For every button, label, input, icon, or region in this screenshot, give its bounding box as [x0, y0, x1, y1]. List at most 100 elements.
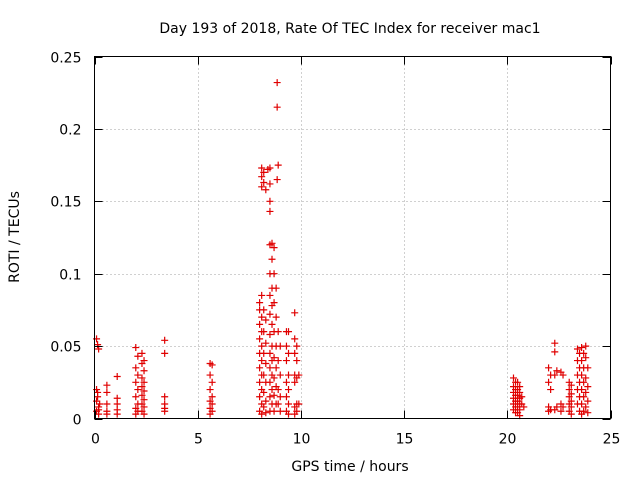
data-points [93, 79, 592, 420]
data-point [578, 371, 586, 379]
data-point [578, 400, 586, 408]
data-point [258, 291, 266, 299]
data-point [545, 378, 553, 386]
data-point [260, 388, 268, 396]
data-point [208, 400, 216, 408]
data-point [270, 354, 278, 362]
data-point [94, 388, 102, 396]
data-point [270, 374, 278, 382]
data-point [268, 255, 276, 263]
data-point [584, 383, 592, 391]
y-tick-label: 0.25 [50, 51, 81, 67]
data-point [260, 328, 268, 336]
data-point [559, 371, 567, 379]
data-point [266, 364, 274, 372]
data-point [273, 79, 281, 87]
data-point [258, 164, 266, 172]
data-point [140, 367, 148, 375]
x-tick-label: 25 [603, 432, 621, 448]
data-point [272, 364, 280, 372]
x-tick-label: 0 [91, 432, 100, 448]
x-tick-label: 10 [293, 432, 311, 448]
data-point [291, 309, 299, 317]
data-point [266, 241, 274, 249]
data-point [262, 316, 270, 324]
data-point [270, 244, 278, 252]
data-point [138, 383, 146, 391]
data-point [551, 339, 559, 347]
data-point [206, 410, 214, 418]
data-point [584, 397, 592, 405]
chart-title: Day 193 of 2018, Rate Of TEC Index for r… [159, 21, 540, 37]
axis-ticks [94, 56, 612, 420]
data-point [138, 374, 146, 382]
data-point [270, 299, 278, 307]
data-point [260, 349, 268, 357]
data-point [268, 386, 276, 394]
data-point [208, 361, 216, 369]
data-point [551, 406, 559, 414]
data-point [553, 367, 561, 375]
data-point [285, 386, 293, 394]
y-tick-label: 0.1 [59, 268, 81, 284]
data-point [567, 410, 575, 418]
data-point [256, 364, 264, 372]
data-point [103, 400, 111, 408]
data-point [580, 349, 588, 357]
data-point [260, 306, 268, 314]
data-point [260, 178, 268, 186]
data-point [258, 183, 266, 191]
data-point [274, 386, 282, 394]
data-point [260, 168, 268, 176]
data-point [274, 161, 282, 169]
data-point [274, 328, 282, 336]
data-point [285, 371, 293, 379]
data-point [516, 412, 524, 420]
data-point [161, 393, 169, 401]
data-point [161, 349, 169, 357]
data-point [291, 349, 299, 357]
data-point [268, 320, 276, 328]
data-point [573, 345, 581, 353]
data-point [266, 349, 274, 357]
data-point [258, 313, 266, 321]
data-point [520, 403, 528, 411]
data-point [140, 410, 148, 418]
data-point [258, 357, 266, 365]
data-point [140, 387, 148, 395]
x-tick-label: 20 [499, 432, 517, 448]
data-point [551, 371, 559, 379]
data-point [96, 400, 104, 408]
data-point [514, 378, 522, 386]
data-point [547, 386, 555, 394]
y-tick-label: 0.05 [50, 340, 81, 356]
data-point [559, 403, 567, 411]
data-point [282, 393, 290, 401]
data-point [282, 342, 290, 350]
data-point [262, 409, 270, 417]
y-tick-label: 0.2 [59, 123, 81, 139]
data-point [270, 407, 278, 415]
data-point [578, 357, 586, 365]
y-axis-label: ROTI / TECUs [7, 191, 23, 283]
data-point [262, 397, 270, 405]
plot-frame [94, 56, 611, 419]
data-point [94, 341, 102, 349]
data-point [206, 386, 214, 394]
data-point [113, 410, 121, 418]
data-point [266, 197, 274, 205]
data-point [291, 403, 299, 411]
data-point [266, 180, 274, 188]
data-point [584, 409, 592, 417]
data-point [266, 393, 274, 401]
data-point [273, 176, 281, 184]
data-point [276, 407, 284, 415]
data-point [138, 359, 146, 367]
data-point [138, 349, 146, 357]
data-point [266, 207, 274, 215]
data-point [132, 364, 140, 372]
data-point [291, 378, 299, 386]
data-point [293, 357, 301, 365]
data-point [132, 410, 140, 418]
